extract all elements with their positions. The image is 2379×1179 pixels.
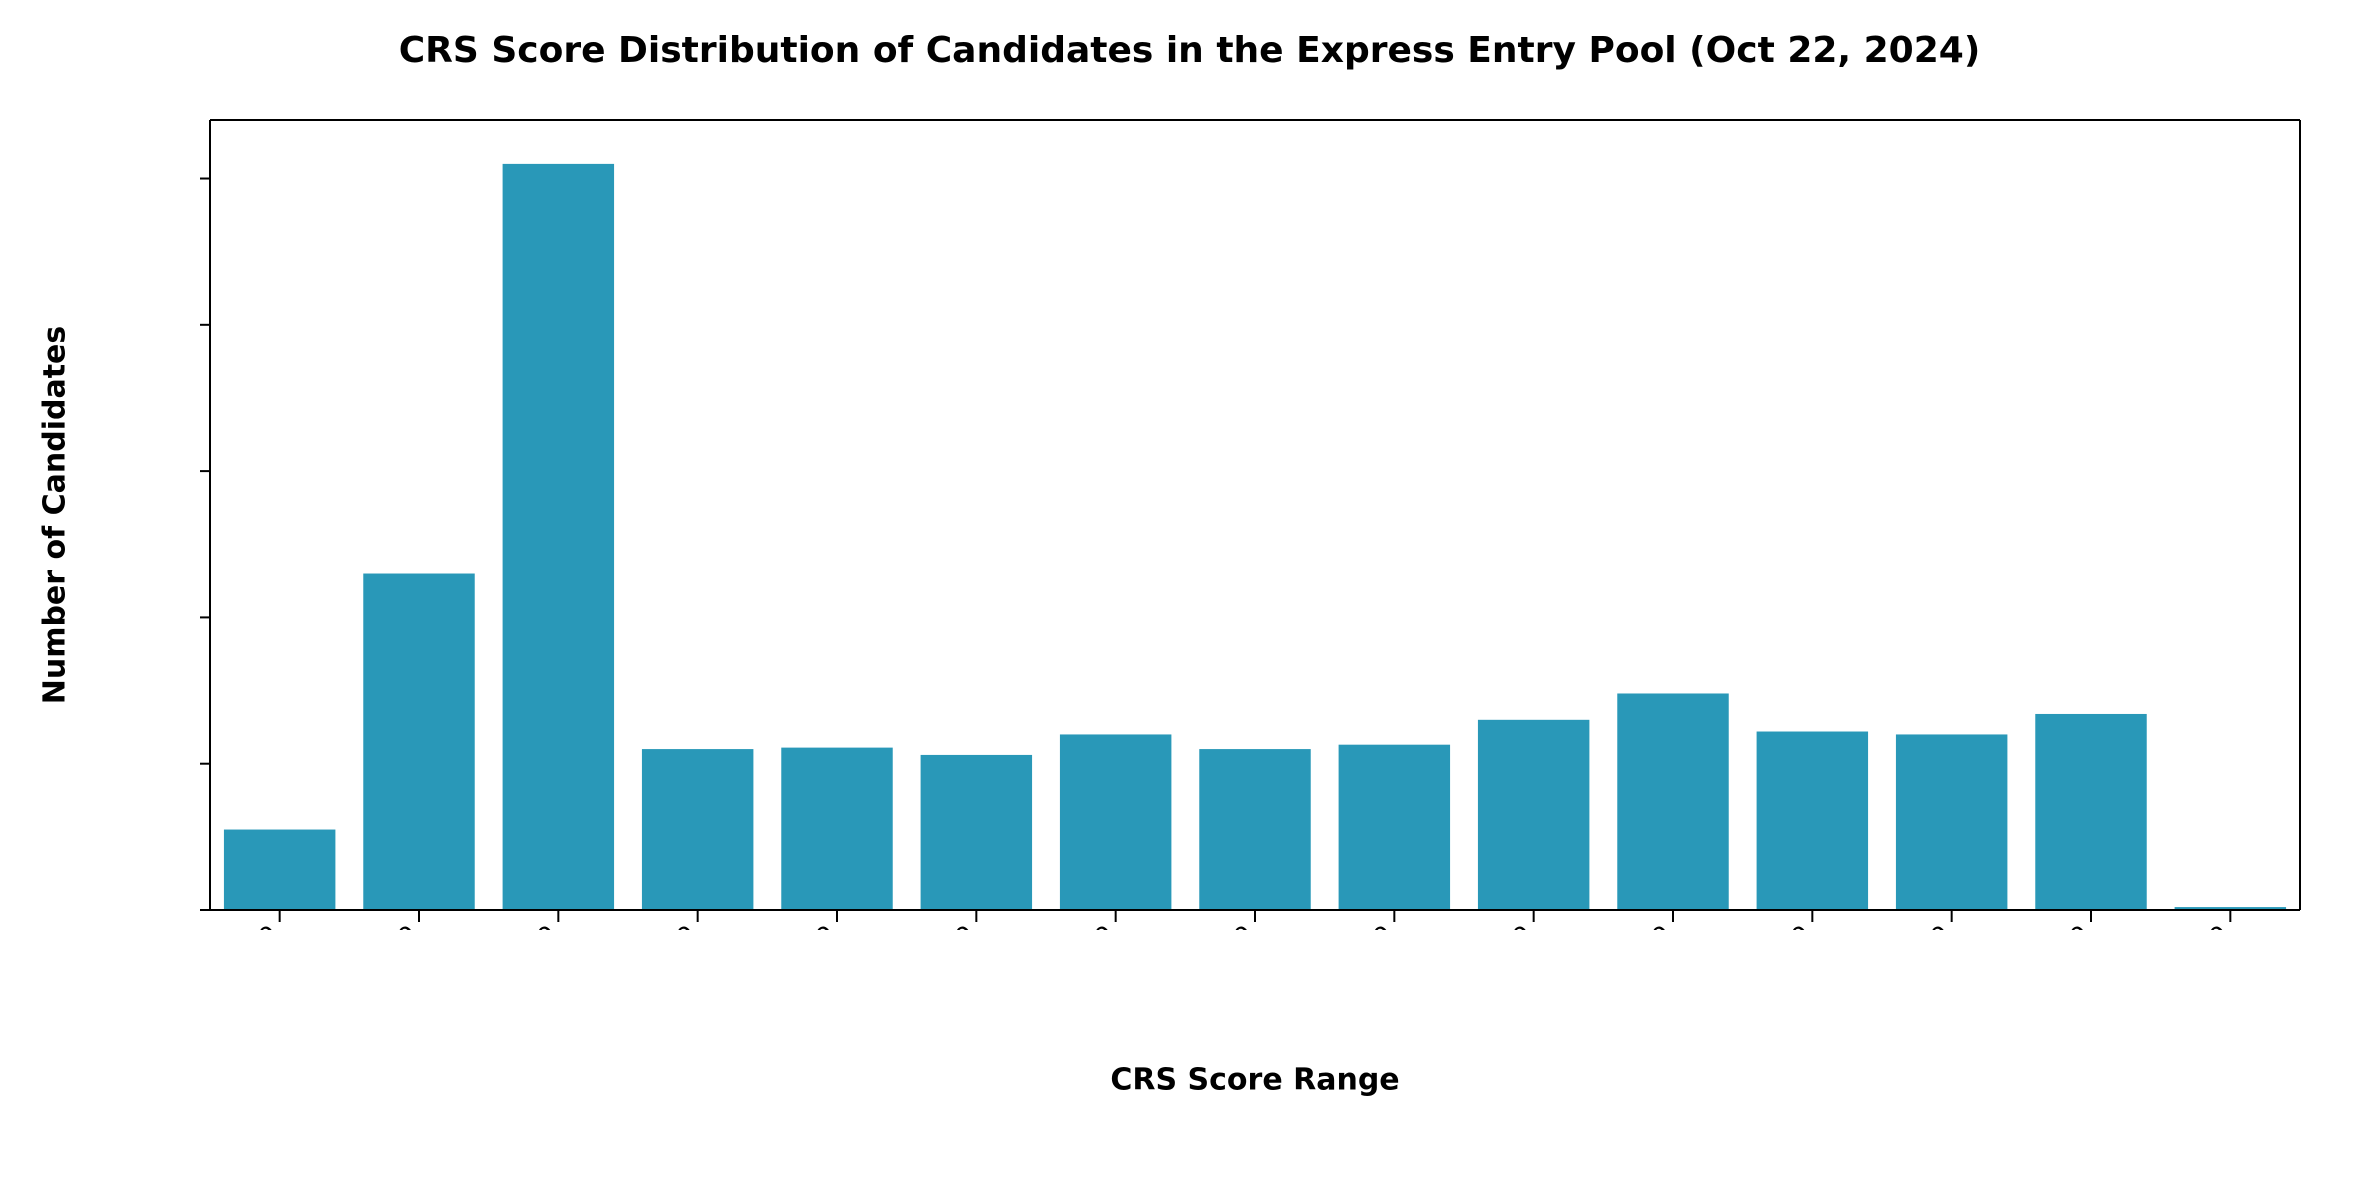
xtick-label: 471-480	[1567, 920, 1676, 930]
xtick-label: 0-300	[203, 920, 283, 930]
chart-container: CRS Score Distribution of Candidates in …	[0, 0, 2379, 1179]
xtick-label: 461-470	[1428, 920, 1537, 930]
xtick-label: 421-430	[871, 920, 980, 930]
xtick-label: 411-420	[731, 920, 840, 930]
xtick-label: 431-440	[1010, 920, 1119, 930]
xtick-label: 401-410	[592, 920, 701, 930]
bar	[921, 755, 1032, 910]
chart-title: CRS Score Distribution of Candidates in …	[0, 30, 2379, 71]
bar	[1060, 734, 1171, 910]
bar	[642, 749, 753, 910]
xtick-label: 301-350	[313, 920, 422, 930]
xtick-label: 441-450	[1149, 920, 1258, 930]
plot-area: 010000200003000040000500000-300301-35035…	[200, 110, 2320, 930]
y-axis-label: Number of Candidates	[38, 326, 73, 705]
xtick-label: 451-460	[1289, 920, 1398, 930]
xtick-label: 351-400	[453, 920, 562, 930]
bar	[1478, 720, 1589, 910]
bar	[1757, 732, 1868, 910]
bar	[224, 830, 335, 910]
xtick-label: 481-490	[1707, 920, 1816, 930]
bar	[1199, 749, 1310, 910]
bar	[1617, 693, 1728, 910]
bar	[781, 748, 892, 910]
xtick-label: 601-1200	[2110, 920, 2233, 930]
bar	[363, 574, 474, 910]
bar	[1339, 745, 1450, 910]
xtick-label: 491-500	[1846, 920, 1955, 930]
bar	[2035, 714, 2146, 910]
x-axis-label: CRS Score Range	[1110, 1063, 1399, 1098]
xtick-label: 501-600	[1985, 920, 2094, 930]
bar	[1896, 734, 2007, 910]
bar	[503, 164, 614, 910]
